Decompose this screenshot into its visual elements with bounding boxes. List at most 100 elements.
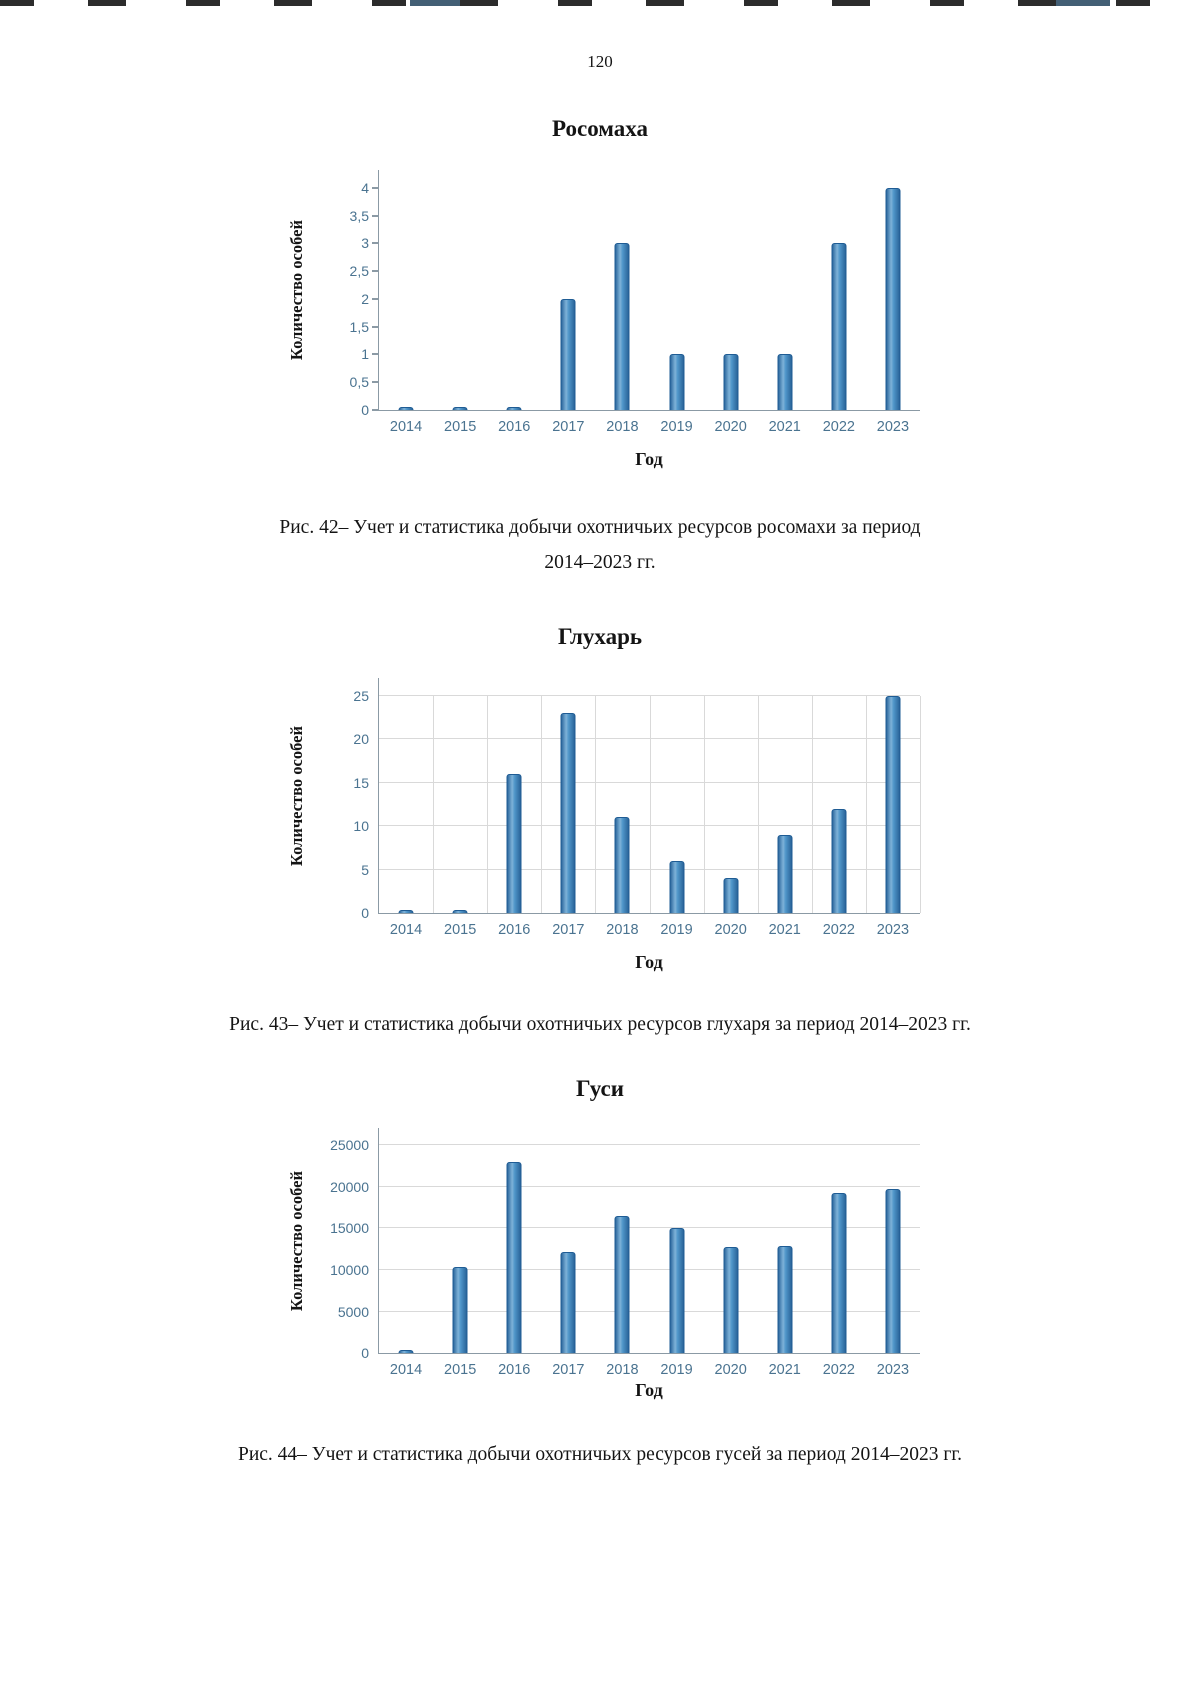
y-tick-label: 0	[361, 402, 369, 418]
bar-2014	[398, 407, 414, 410]
plot-canvas: 0 0,5 1 1,5 2 2,5 3 3,5 4 2014 2015 2016 2017 2018 201…	[350, 170, 920, 435]
y-tick-label: 1,5	[349, 318, 369, 335]
gridline-vertical	[649, 695, 651, 914]
x-tick-label: 2022	[822, 419, 855, 435]
bar-2023	[885, 187, 901, 410]
bar-2019	[669, 860, 685, 914]
category-slot	[487, 678, 541, 914]
plot-area: 0 5 10 15 20 25 2014 2015 2016 2017 2018 2019 2020 20…	[314, 678, 921, 973]
category-slot	[812, 678, 866, 914]
x-tick-label: 2014	[389, 1362, 423, 1379]
y-tick-label: 2	[361, 290, 369, 307]
bar-2020	[723, 878, 739, 914]
x-tick-label: 2023	[876, 922, 910, 939]
x-tick-label: 2016	[498, 922, 531, 939]
y-axis-tickmark	[372, 325, 378, 328]
caption-line: Рис. 43– Учет и статистика добычи охотни…	[229, 1014, 971, 1036]
x-tick-label: 2015	[444, 1362, 477, 1379]
y-tick-label: 0	[361, 905, 369, 922]
category-slot	[758, 678, 812, 914]
category-slot	[541, 678, 595, 914]
y-tick-label: 5000	[337, 1303, 369, 1320]
bar-2019	[669, 354, 685, 410]
y-axis-tickmark	[372, 409, 378, 411]
y-tick-label: 15000	[330, 1220, 369, 1237]
y-axis-title-container: Количество особей	[280, 170, 314, 410]
bar-2022	[831, 243, 847, 410]
y-tick-label: 10000	[330, 1261, 369, 1278]
chart-title-glukhar: Глухарь	[557, 624, 643, 650]
x-tick-label: 2020	[714, 1362, 747, 1379]
y-tick-label: 25000	[330, 1136, 369, 1153]
caption-line: Рис. 44– Учет и статистика добычи охотни…	[237, 1444, 963, 1466]
scan-artifact-strip	[0, 0, 1200, 6]
plot-canvas: 0 5 10 15 20 25 2014 2015 2016 2017 2018 2019 2020 20…	[353, 678, 921, 938]
figure-42-caption: Рис. 42– Учет и статистика добычи охотни…	[80, 510, 1120, 580]
category-slot	[433, 170, 487, 410]
category-slot	[379, 678, 433, 914]
figure-44-section: Гуси Количество особей 0 5000 10000 15000 20…	[0, 1076, 1200, 1472]
gridline-vertical	[595, 695, 597, 914]
bar-2021	[777, 1245, 793, 1354]
bar-2016	[506, 407, 522, 410]
x-tick-label: 2014	[389, 419, 423, 435]
category-slot	[595, 170, 649, 410]
bar-2017	[560, 1251, 576, 1354]
y-axis-tickmark	[372, 242, 378, 245]
chart-title-rosomakha: Росомаха	[552, 116, 648, 141]
gridline-horizontal	[379, 1310, 920, 1312]
category-slot	[541, 170, 595, 410]
category-slot	[650, 678, 704, 914]
x-axis-title: Год	[635, 1380, 663, 1401]
y-axis-tickmark	[372, 186, 378, 189]
y-axis-title: Количество особей	[287, 1170, 306, 1311]
page-number: 120	[587, 52, 613, 71]
y-axis-tickmark	[372, 381, 378, 384]
category-slot	[487, 170, 541, 410]
x-tick-label: 2021	[768, 419, 801, 435]
category-slot	[704, 1128, 758, 1354]
y-axis-title: Количество особей	[287, 219, 306, 361]
x-tick-label: 2017	[552, 419, 585, 435]
bar-2015	[452, 407, 468, 410]
y-tick-label: 20000	[330, 1178, 369, 1195]
y-tick-label: 5	[361, 861, 369, 878]
category-slot	[650, 1128, 704, 1354]
bar-2020	[723, 354, 739, 410]
chart-title-gusi: Гуси	[575, 1076, 624, 1102]
y-tick-label: 3,5	[349, 207, 369, 224]
y-tick-label: 0,5	[349, 374, 369, 391]
y-tick-label: 3	[361, 235, 369, 252]
x-axis-title: Год	[635, 952, 663, 973]
x-tick-label: 2017	[552, 1362, 585, 1379]
y-axis-title-container: Количество особей	[280, 1128, 314, 1353]
x-tick-label: 2023	[876, 419, 910, 435]
gridline-vertical	[757, 695, 759, 914]
bar-2014	[398, 1350, 414, 1354]
x-tick-label: 2018	[606, 1362, 639, 1379]
x-tick-label: 2017	[552, 922, 585, 939]
bar-2015	[452, 1267, 468, 1354]
x-tick-label: 2019	[660, 922, 693, 939]
gridline-vertical	[703, 695, 705, 914]
bar-2017	[560, 713, 576, 914]
category-slot	[812, 1128, 866, 1354]
x-tick-label: 2014	[389, 922, 423, 939]
x-axis-title: Год	[635, 449, 663, 469]
bar-2021	[777, 834, 793, 914]
bar-2018	[614, 243, 630, 410]
chart-rosomakha: Количество особей 0 0,5 1 1,5 2 2,5 3 3,5 4 2014 2…	[280, 170, 920, 470]
bar-2018	[614, 1215, 630, 1354]
gridline-vertical	[920, 695, 921, 914]
gridline-horizontal	[379, 1143, 920, 1145]
y-axis-tickmark	[372, 214, 378, 217]
x-tick-label: 2022	[822, 922, 855, 939]
category-slot	[704, 170, 758, 410]
figure-43-caption: Рис. 43– Учет и статистика добычи охотни…	[80, 1007, 1120, 1042]
category-slot	[379, 1128, 433, 1354]
figure-44-caption: Рис. 44– Учет и статистика добычи охотни…	[80, 1437, 1120, 1472]
plot-area: 0 0,5 1 1,5 2 2,5 3 3,5 4 2014 2015 2016 2017 2018 201…	[314, 170, 920, 470]
y-tick-label: 4	[361, 179, 369, 196]
category-slot	[595, 1128, 649, 1354]
chart-body: Количество особей 0 5000 10000 15000 20000 25…	[280, 1128, 920, 1401]
